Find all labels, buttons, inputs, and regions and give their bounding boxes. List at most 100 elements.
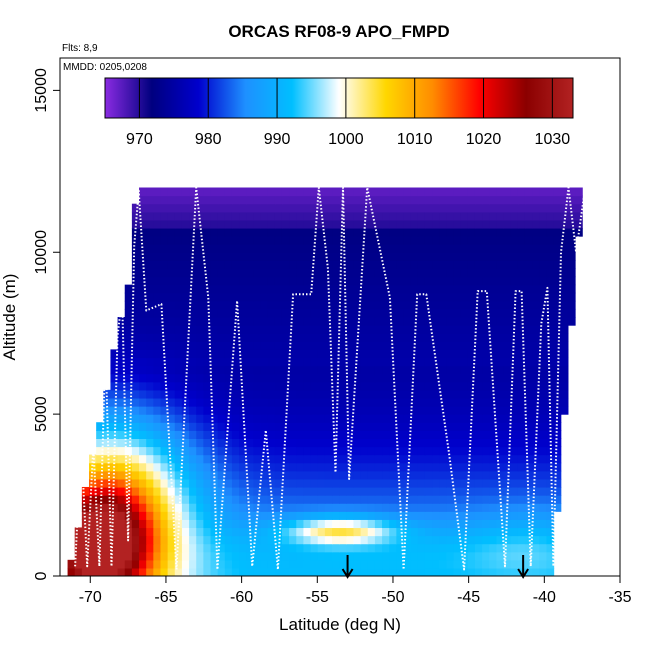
x-tick-label: -60	[230, 589, 253, 606]
heatmap-cell	[281, 446, 290, 456]
heatmap-cell	[467, 341, 476, 350]
heatmap-cell	[567, 195, 576, 205]
heatmap-cell	[560, 227, 569, 237]
heatmap-cell	[374, 308, 383, 318]
heatmap-cell	[210, 559, 219, 569]
heatmap-cell	[417, 414, 426, 423]
heatmap-cell	[389, 219, 397, 229]
heatmap-cell	[467, 430, 476, 439]
heatmap-cell	[432, 495, 440, 504]
heatmap-cell	[389, 333, 397, 342]
heatmap-cell	[217, 406, 226, 415]
heatmap-cell	[539, 567, 548, 576]
heatmap-cell	[253, 341, 262, 350]
heatmap-cell	[217, 300, 226, 310]
heatmap-cell	[324, 317, 333, 326]
heatmap-cell	[189, 357, 197, 367]
heatmap-cell	[167, 486, 176, 496]
heatmap-cell	[360, 292, 369, 302]
heatmap-cell	[553, 373, 562, 383]
heatmap-cell	[403, 300, 412, 310]
heatmap-cell	[424, 389, 433, 399]
heatmap-cell	[267, 551, 276, 561]
heatmap-cell	[231, 317, 240, 326]
heatmap-cell	[539, 486, 548, 496]
heatmap-cell	[96, 478, 104, 488]
heatmap-cell	[539, 219, 548, 229]
heatmap-cell	[482, 276, 490, 286]
heatmap-cell	[139, 317, 147, 326]
heatmap-cell	[546, 486, 555, 496]
heatmap-cell	[317, 389, 326, 399]
heatmap-cell	[317, 260, 326, 270]
heatmap-cell	[346, 219, 355, 229]
heatmap-cell	[260, 268, 269, 278]
heatmap-cell	[239, 244, 247, 253]
heatmap-cell	[482, 203, 490, 213]
heatmap-cell	[517, 462, 526, 472]
heatmap-cell	[117, 422, 126, 431]
heatmap-cell	[146, 219, 154, 229]
heatmap-cell	[467, 527, 476, 537]
heatmap-cell	[289, 349, 297, 359]
heatmap-cell	[339, 373, 347, 383]
heatmap-cell	[246, 292, 254, 302]
colorbar: 970 980 990 1000 1010 1020 1030	[62, 72, 617, 148]
heatmap-cell	[181, 406, 190, 415]
heatmap-cell	[181, 438, 190, 448]
heatmap-cell	[124, 551, 133, 561]
heatmap-cell	[189, 333, 197, 342]
heatmap-cell	[110, 381, 119, 391]
heatmap-cell	[546, 268, 555, 278]
heatmap-cell	[496, 236, 505, 245]
heatmap-cell	[167, 389, 176, 399]
heatmap-cell	[189, 276, 197, 286]
heatmap-cell	[575, 203, 583, 213]
heatmap-cell	[403, 397, 412, 407]
heatmap-cell	[532, 478, 540, 488]
heatmap-cell	[267, 349, 276, 359]
heatmap-cell	[96, 454, 104, 464]
heatmap-cell	[367, 470, 376, 480]
heatmap-cell	[403, 325, 412, 334]
heatmap-cell	[453, 511, 462, 520]
heatmap-cell	[539, 252, 548, 261]
heatmap-cell	[224, 495, 233, 504]
heatmap-cell	[253, 462, 262, 472]
heatmap-cell	[281, 438, 290, 448]
heatmap-cell	[367, 203, 376, 213]
heatmap-cell	[174, 325, 183, 334]
heatmap-cell	[139, 333, 147, 342]
heatmap-cell	[339, 244, 347, 253]
heatmap-cell	[374, 357, 383, 367]
heatmap-cell	[439, 373, 447, 383]
heatmap-cell	[289, 227, 297, 237]
heatmap-cell	[539, 284, 548, 294]
heatmap-cell	[160, 406, 169, 415]
heatmap-cell	[124, 333, 133, 342]
heatmap-cell	[139, 486, 147, 496]
heatmap-cell	[539, 349, 548, 359]
heatmap-cell	[124, 341, 133, 350]
heatmap-cell	[539, 236, 548, 245]
heatmap-cell	[246, 381, 254, 391]
heatmap-cell	[453, 195, 462, 205]
heatmap-cell	[310, 341, 319, 350]
heatmap-cell	[274, 365, 283, 375]
heatmap-cell	[303, 373, 312, 383]
heatmap-cell	[474, 325, 483, 334]
heatmap-cell	[360, 308, 369, 318]
heatmap-cell	[524, 333, 533, 342]
heatmap-cell	[167, 397, 176, 407]
heatmap-cell	[160, 430, 169, 439]
heatmap-cell	[446, 219, 455, 229]
heatmap-cell	[231, 236, 240, 245]
heatmap-cell	[467, 195, 476, 205]
heatmap-cell	[553, 203, 562, 213]
heatmap-cell	[189, 559, 197, 569]
heatmap-cell	[532, 341, 540, 350]
heatmap-cell	[103, 567, 112, 576]
heatmap-cell	[189, 268, 197, 278]
heatmap-cell	[189, 195, 197, 205]
heatmap-cell	[253, 260, 262, 270]
